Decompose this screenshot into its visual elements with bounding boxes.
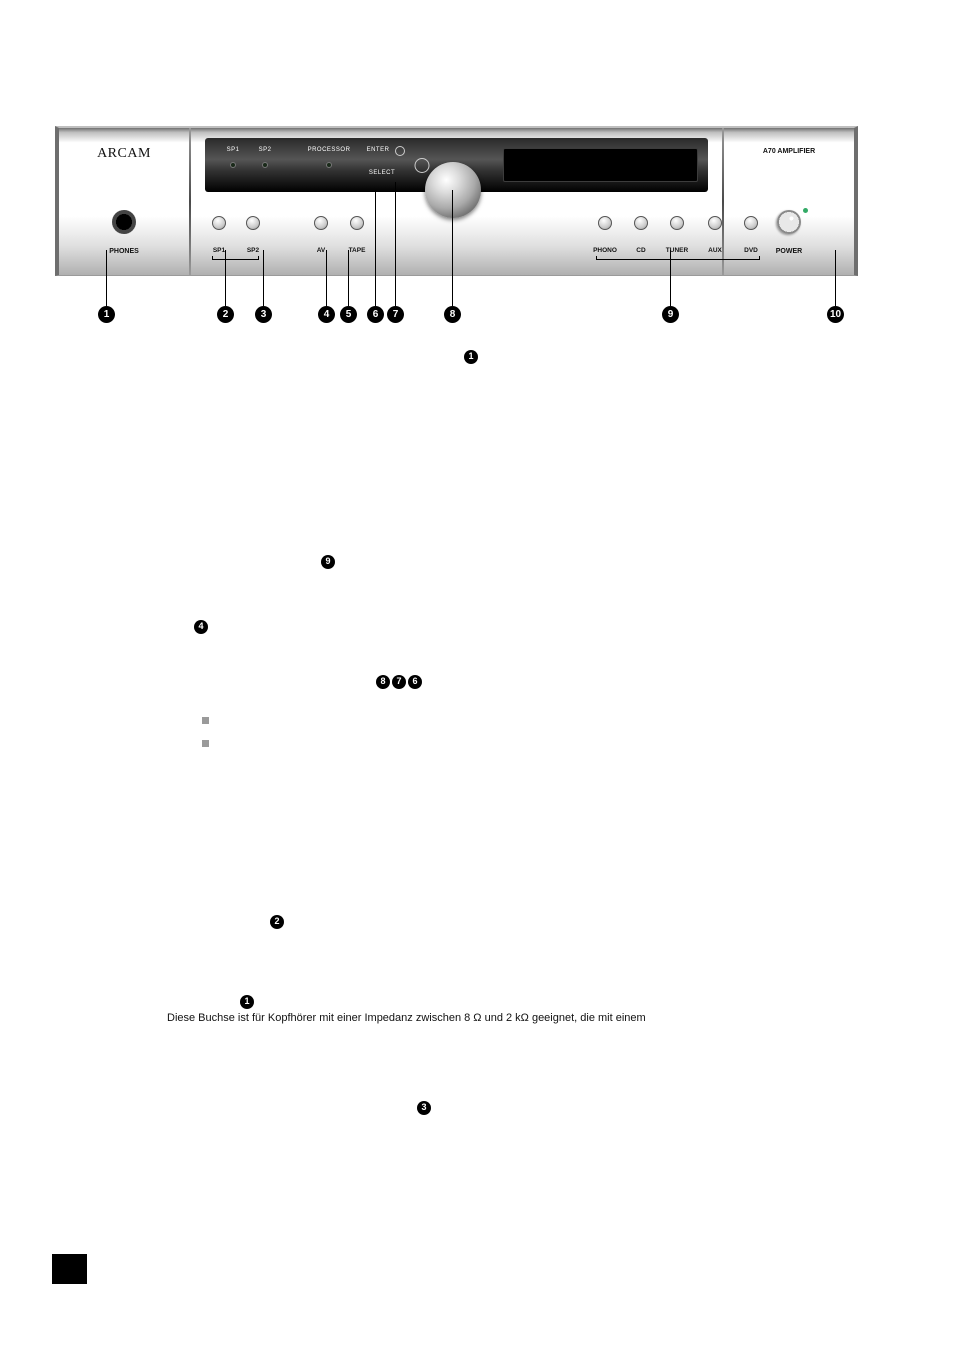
inline-bullet-6: 6 [408, 675, 422, 689]
tape-button-icon [350, 216, 364, 230]
inline-bullet-2: 2 [270, 915, 284, 929]
callout-bullet: 6 [367, 306, 384, 323]
cd-label: CD [636, 247, 645, 254]
strip-sp2-label: SP2 [259, 147, 272, 153]
aux-label: AUX [708, 247, 722, 254]
inline-bullet-4: 4 [194, 620, 208, 634]
power-button-icon [777, 210, 801, 234]
callout-bullet: 9 [662, 306, 679, 323]
strip-select-label: SELECT [369, 170, 395, 176]
callout-bullet: 2 [217, 306, 234, 323]
callout-line [835, 250, 836, 306]
callout-bullet: 4 [318, 306, 335, 323]
enter-button-icon [395, 146, 405, 156]
phones-jack-icon [112, 210, 136, 234]
callout-line [452, 190, 453, 306]
callout-line [670, 250, 671, 306]
brand-logo: ARCAM [59, 146, 189, 162]
phones-label: PHONES [59, 248, 189, 255]
sp2-label: SP2 [247, 247, 259, 254]
callout-bullet: 5 [340, 306, 357, 323]
square-bullet-icon [202, 717, 209, 724]
av-button-icon [314, 216, 328, 230]
inline-bullet-8: 8 [376, 675, 390, 689]
model-label: A70 AMPLIFIER [724, 148, 854, 155]
callout-line [263, 250, 264, 306]
inline-bullet-1: 1 [464, 350, 478, 364]
callout-bullet: 10 [827, 306, 844, 323]
sp2-led-icon [262, 162, 268, 168]
inline-bullet-9: 9 [321, 555, 335, 569]
sp-bracket-icon [212, 256, 259, 260]
sp2-button-icon [246, 216, 260, 230]
callout-line [375, 190, 376, 306]
power-led-icon [803, 208, 808, 213]
strip-sp1-label: SP1 [227, 147, 240, 153]
phones-text: Diese Buchse ist für Kopfhörer mit einer… [167, 995, 859, 1027]
tape-label: TAPE [349, 247, 366, 254]
callout-bullet: 3 [255, 306, 272, 323]
sp1-button-icon [212, 216, 226, 230]
sp1-label: SP1 [213, 247, 225, 254]
tuner-button-icon [670, 216, 684, 230]
inline-bullet-1b: 1 [240, 995, 254, 1009]
callout-bullet: 8 [444, 306, 461, 323]
callout-bullet: 7 [387, 306, 404, 323]
inline-bullet-7: 7 [392, 675, 406, 689]
amplifier-front-panel: ARCAM PHONES SP1 SP2 PROCESSOR ENTER SEL… [55, 126, 858, 276]
phono-button-icon [598, 216, 612, 230]
inline-bullet-3: 3 [417, 1101, 431, 1115]
body-text: 1 9 4 8 7 6 2 1 Diese Buchse ist für Kop… [167, 350, 859, 1117]
square-bullet-icon [202, 740, 209, 747]
sp1-led-icon [230, 162, 236, 168]
callout-line [326, 250, 327, 306]
processor-led-icon [326, 162, 332, 168]
aux-button-icon [708, 216, 722, 230]
strip-enter-label: ENTER [367, 147, 390, 153]
phono-label: PHONO [593, 247, 617, 254]
callout-line [106, 250, 107, 306]
av-label: AV [317, 247, 326, 254]
front-display-icon [503, 148, 698, 182]
callout-line [225, 250, 226, 306]
volume-knob-icon [425, 162, 481, 218]
select-button-icon [415, 158, 430, 173]
callout-line [395, 182, 396, 306]
page-number-block [52, 1254, 87, 1284]
callout-line [348, 250, 349, 306]
strip-proc-label: PROCESSOR [308, 147, 351, 153]
callout-bullet: 1 [98, 306, 115, 323]
cd-button-icon [634, 216, 648, 230]
